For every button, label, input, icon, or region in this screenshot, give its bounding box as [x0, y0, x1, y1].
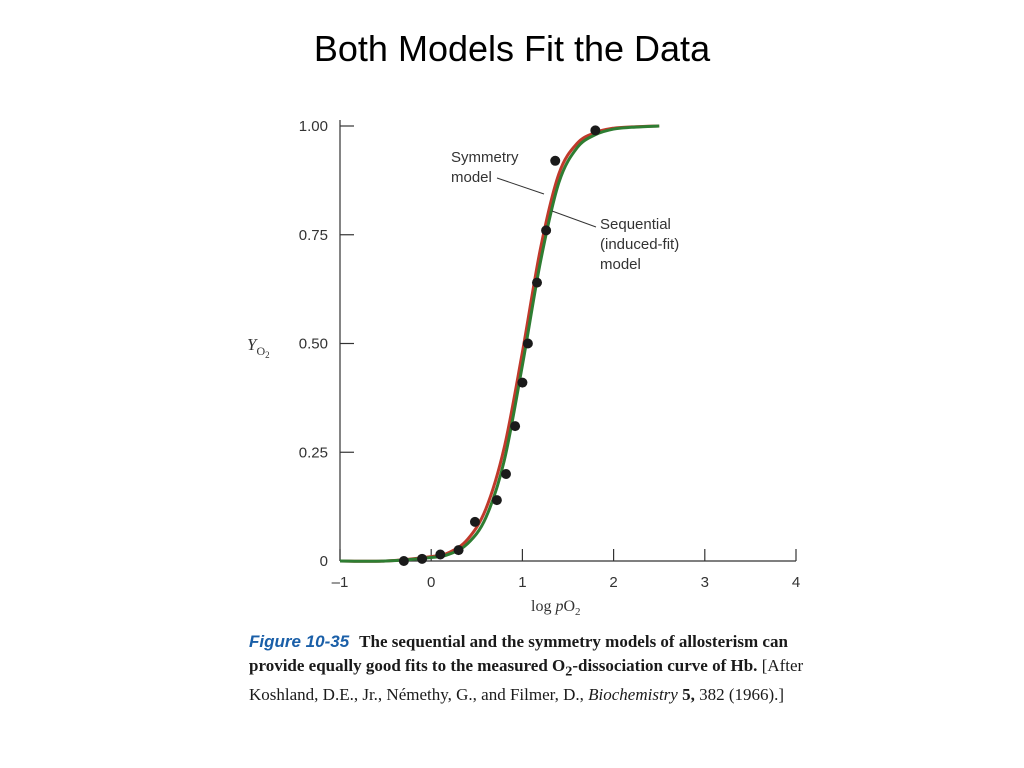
data-point — [500, 469, 511, 479]
caption-pages-year: 382 (1966).] — [694, 685, 785, 705]
y-axis-title: YO2 — [247, 335, 270, 360]
x-tick-label: 4 — [792, 574, 800, 591]
annotation-sequential-line2: (induced-fit) — [600, 236, 679, 253]
figure-caption: Figure 10-35 The sequential and the symme… — [249, 630, 809, 707]
x-tick-label: 1 — [518, 574, 526, 591]
data-points — [398, 125, 601, 566]
figure-label: Figure 10-35 — [249, 632, 350, 651]
x-axis-title-o: O — [563, 598, 575, 615]
y-axis-title-main: Y — [247, 335, 258, 354]
data-point — [510, 421, 521, 432]
data-point — [491, 495, 502, 506]
annotation-symmetry-leader — [496, 177, 545, 195]
data-point — [541, 225, 552, 236]
slide-title: Both Models Fit the Data — [313, 28, 711, 69]
caption-citation: [After Koshland, D.E., Jr., Némethy, G.,… — [249, 656, 804, 705]
caption-bold-sub: 2 — [565, 663, 573, 680]
x-tick-label: 3 — [701, 574, 709, 591]
y-axis-title-sub: O — [256, 344, 265, 358]
y-tick-label: 0.75 — [299, 227, 328, 244]
y-tick-label: 0.25 — [299, 444, 328, 461]
data-point — [590, 125, 601, 136]
x-axis-title-p: p — [554, 598, 563, 615]
annotation-symmetry-line1: Symmetry — [451, 149, 519, 166]
data-point — [453, 545, 464, 556]
annotation-sequential-leader — [551, 210, 597, 228]
data-point — [417, 553, 428, 564]
x-axis-title: log pO2 — [531, 598, 581, 618]
y-tick-label: 1.00 — [299, 118, 328, 135]
y-tick-label: 0.50 — [299, 336, 328, 353]
data-point — [469, 516, 480, 527]
axis-titles: YO2 log pO2 — [247, 335, 581, 618]
x-tick-label: 2 — [609, 574, 617, 591]
x-tick-label: 0 — [427, 574, 435, 591]
annotations: Symmetry model Sequential (induced-fit) … — [451, 149, 679, 273]
data-point — [531, 277, 542, 288]
data-point — [550, 155, 561, 166]
axes: 00.250.500.751.00–1 0 1 2 3 4 — [299, 118, 800, 591]
data-point — [398, 556, 409, 566]
annotation-sequential-line3: model — [600, 256, 641, 273]
x-tick-label: –1 — [332, 574, 349, 591]
caption-bold-text: The sequential and the symmetry models o… — [249, 632, 788, 675]
data-point — [522, 338, 533, 349]
data-point — [517, 377, 528, 388]
annotation-symmetry-line2: model — [451, 169, 492, 186]
x-axis-title-main: log — [531, 598, 555, 615]
data-point — [435, 549, 446, 560]
caption-bold-text2: -dissociation curve of Hb. — [572, 656, 758, 675]
y-axis-title-sub2: 2 — [265, 350, 270, 360]
y-tick-label: 0 — [320, 553, 328, 570]
caption-volume: 5, — [677, 685, 695, 705]
caption-journal: Biochemistry — [588, 685, 678, 705]
x-axis-title-sub: 2 — [575, 606, 581, 618]
annotation-sequential-line1: Sequential — [600, 216, 671, 233]
